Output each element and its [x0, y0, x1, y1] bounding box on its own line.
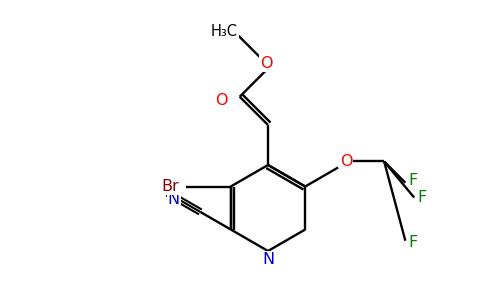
Text: F: F	[408, 235, 418, 250]
Text: N: N	[262, 251, 274, 266]
Text: O: O	[340, 154, 352, 169]
Text: F: F	[408, 173, 418, 188]
Text: O: O	[215, 93, 228, 108]
Text: O: O	[260, 56, 273, 71]
Text: H₃C: H₃C	[211, 24, 238, 39]
Text: F: F	[418, 190, 427, 205]
Text: N: N	[167, 191, 180, 206]
Text: Br: Br	[161, 179, 179, 194]
